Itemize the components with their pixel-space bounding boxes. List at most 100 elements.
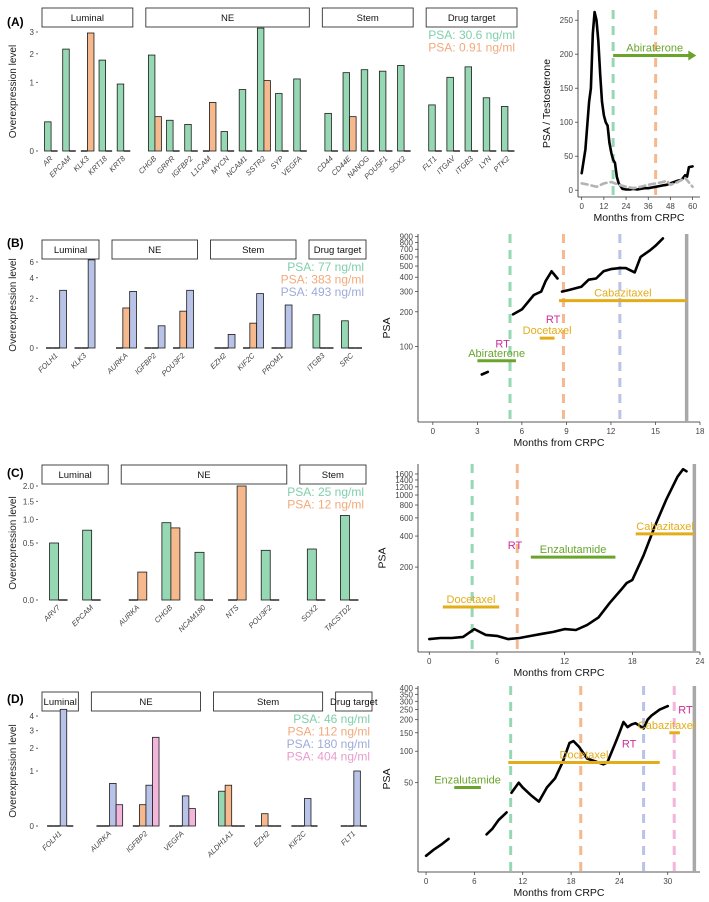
y-tick-label: 0 (30, 344, 35, 353)
bar-PTK2-s1 (500, 106, 509, 152)
bar-AURKA-s2 (122, 307, 131, 349)
rt-annotation-1: RT (495, 338, 510, 350)
bar-MYCN-s1 (220, 131, 228, 152)
y-tick-label: 4 (30, 712, 35, 721)
y-axis-label: Overexpression level (8, 496, 19, 589)
facet-strip (41, 239, 100, 260)
gene-label: FOLH1 (40, 829, 63, 852)
y-tick-label: 0 (30, 147, 35, 156)
y-tick-label: 2 (30, 50, 35, 59)
facet-strip (425, 7, 518, 28)
y-axis-label: PSA (381, 768, 393, 789)
bar-panel-1: (A)Overexpression level0123LuminalAREPCA… (7, 7, 518, 181)
bar-VEGFA-s1 (293, 78, 301, 152)
y-axis-label: PSA (377, 547, 389, 568)
sample-legend-1: PSA: 77 ng/ml (287, 260, 364, 274)
y-tick-label: 100 (400, 747, 414, 756)
facet-strip-label: Stem (357, 13, 379, 24)
bar-LYN-s1 (482, 97, 491, 152)
y-tick-label: 400 (400, 273, 414, 282)
y-tick-label: 150 (400, 729, 414, 738)
y-tick-label: 200 (400, 563, 414, 572)
facet-strip (213, 691, 324, 712)
x-tick-label: 24 (622, 202, 631, 211)
y-tick-label: 50 (404, 779, 413, 788)
y-tick-label: 1000 (395, 491, 413, 500)
bar-ITGAV-s1 (446, 76, 454, 152)
line-panel-1: 0 50 100 150 200 250 0 12 24 36 48 60 Months from CR… (541, 10, 700, 224)
x-tick-label: 0 (427, 657, 432, 666)
y-tick-label: 600 (400, 253, 414, 262)
bar-IGFBP2-s3 (145, 784, 153, 827)
y-tick-label: 700 (400, 245, 414, 254)
bar-PROM1-s3 (284, 304, 293, 349)
y-tick-label: 3 (30, 727, 35, 736)
bar-POU3F2-s1 (260, 549, 271, 601)
x-tick-label: 0 (579, 202, 584, 211)
y-tick-label: 0 (30, 822, 35, 831)
bar-VEGFA-s4 (188, 808, 196, 827)
bar-NANOG-s1 (360, 69, 369, 152)
bar-ARV7-s1 (49, 542, 59, 601)
x-tick-label: 6 (520, 427, 525, 436)
gene-label: ITGB3 (453, 153, 475, 175)
bar-ALDH1A1-s1 (218, 790, 226, 827)
gene-label: AURKA (88, 829, 113, 854)
panel-label: (C) (7, 466, 24, 480)
y-tick-label: 1.0 (23, 515, 35, 524)
bar-panel-3: (C) Overexpression level 0.0 0.5 1.0 1.5 2.0 Lu… (7, 464, 367, 634)
treatment-label-3: Cabazitaxel (636, 521, 693, 533)
x-tick-label: 15 (651, 427, 660, 436)
facet-strip-label: Stem (322, 470, 344, 481)
x-tick-label: 12 (599, 202, 608, 211)
y-tick-label: 1 (30, 767, 35, 776)
treatment-arrow-icon (688, 50, 697, 61)
y-tick-label: 200 (400, 716, 414, 725)
panel-label: (B) (7, 236, 24, 250)
bar-FOLH1-s3 (59, 708, 68, 827)
gene-label: AURKA (104, 351, 129, 376)
gene-label: PTK2 (492, 153, 512, 173)
bar-EZH2-s3 (227, 334, 236, 349)
facet-strip-label: NE (221, 13, 234, 24)
gene-label: POU3F2 (247, 602, 275, 630)
y-tick-label: 800 (400, 239, 414, 248)
x-tick-label: 24 (696, 657, 705, 666)
y-tick-label: 2 (30, 294, 35, 303)
bar-CD44-s1 (324, 112, 332, 152)
facet-strip (321, 7, 414, 28)
facet-strip-label: NE (148, 245, 161, 256)
facet-strip-label: Luminal (71, 13, 104, 24)
sample-legend-1: PSA: 46 ng/ml (293, 712, 370, 726)
gene-label: TACSTD2 (323, 602, 354, 633)
y-tick-label: 300 (400, 288, 414, 297)
bar-IGFBP2-s1 (184, 123, 192, 152)
bar-SOX2-s1 (306, 548, 317, 601)
facet-strip (90, 691, 201, 712)
bar-L1CAM-s2 (209, 102, 217, 152)
series-psa-seg2 (511, 269, 559, 316)
x-tick-label: 9 (564, 427, 569, 436)
facet-strip-label: Stem (257, 697, 279, 708)
sample-legend-2: PSA: 383 ng/ml (281, 273, 364, 287)
x-axis-label: Months from CRPC (513, 667, 604, 679)
x-tick-label: 6 (495, 657, 500, 666)
treatment-label-3: Cabazitaxel (594, 288, 651, 300)
y-tick-label: 100 (560, 118, 574, 127)
bar-FOLH1-s3 (59, 289, 67, 349)
bar-AURKA-s3 (109, 782, 117, 827)
bar-CHGB-s2 (154, 116, 162, 152)
gene-label: NCAM180 (177, 602, 208, 633)
bar-CD44E-s1 (342, 72, 350, 152)
x-tick-label: 3 (475, 427, 480, 436)
bar-KIF2C-s3 (256, 293, 264, 349)
gene-label: ARV7 (41, 602, 62, 623)
bar-TACSTD2-s1 (340, 515, 350, 601)
bar-POU5F1-s1 (378, 70, 387, 152)
gene-label: SOX2 (299, 602, 320, 623)
gene-label: POU3F2 (160, 350, 188, 378)
treatment-label-2: Docetaxel (560, 749, 609, 761)
rt-annotation-1: RT (622, 739, 637, 751)
